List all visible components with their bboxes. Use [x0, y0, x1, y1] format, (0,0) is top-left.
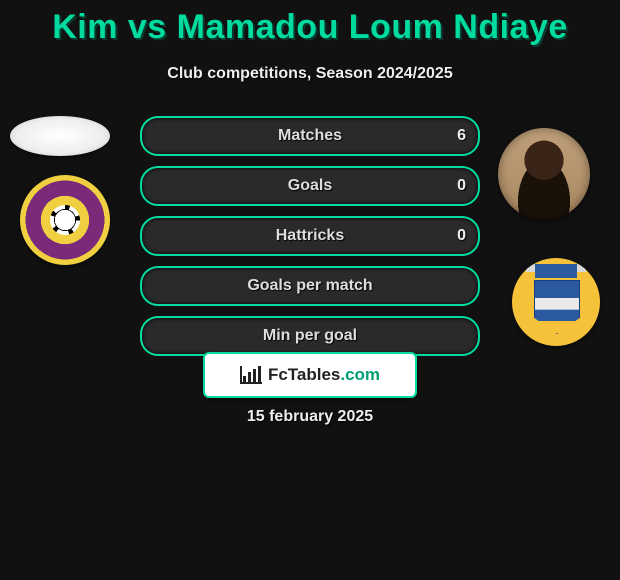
stat-row: Matches 6 — [140, 116, 480, 156]
stat-row: Goals per match — [140, 266, 480, 306]
stat-label: Min per goal — [263, 327, 357, 345]
player-left-club-badge — [20, 175, 110, 265]
subtitle: Club competitions, Season 2024/2025 — [0, 65, 620, 83]
player-right-club-badge — [512, 258, 600, 346]
brand-name: FcTables — [268, 365, 340, 384]
brand-text: FcTables.com — [268, 365, 380, 385]
stat-label: Goals — [288, 177, 332, 195]
stat-right-value: 0 — [457, 218, 466, 254]
stat-right-value: 0 — [457, 168, 466, 204]
stat-row: Goals 0 — [140, 166, 480, 206]
stat-right-value: 6 — [457, 118, 466, 154]
stat-label: Matches — [278, 127, 342, 145]
stat-row: Hattricks 0 — [140, 216, 480, 256]
stat-label: Hattricks — [276, 227, 344, 245]
player-right-avatar — [498, 128, 590, 220]
brand-badge: FcTables.com — [203, 352, 417, 398]
stat-label: Goals per match — [247, 277, 372, 295]
brand-domain: .com — [340, 365, 380, 384]
comparison-card: Kim vs Mamadou Loum Ndiaye Club competit… — [0, 0, 620, 580]
stats-block: Matches 6 Goals 0 Hattricks 0 Goals per … — [140, 116, 480, 366]
date-line: 15 february 2025 — [0, 408, 620, 426]
bar-chart-icon — [240, 366, 262, 384]
stat-row: Min per goal — [140, 316, 480, 356]
player-left-avatar — [10, 116, 110, 156]
page-title: Kim vs Mamadou Loum Ndiaye — [0, 0, 620, 47]
